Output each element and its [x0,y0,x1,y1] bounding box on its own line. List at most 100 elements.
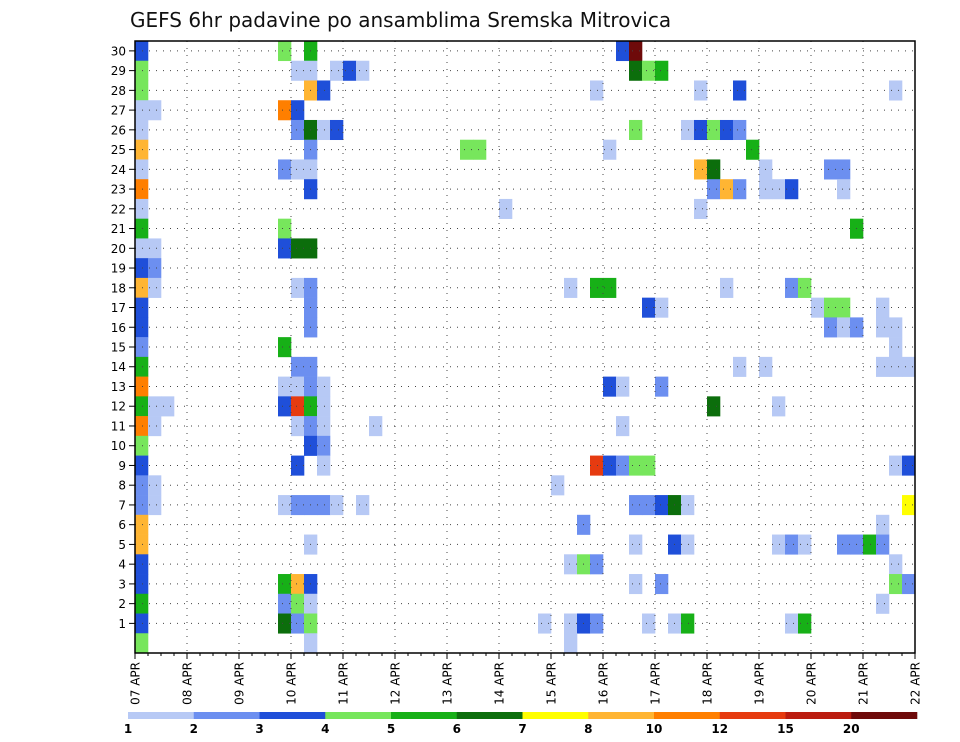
x-tick-label: 12 APR [389,662,403,705]
y-tick-label: 12 [111,400,126,414]
plot-frame [134,40,916,654]
heatmap-cell [720,119,734,141]
x-tick-label: 13 APR [441,662,455,705]
y-tick-label: 9 [118,459,126,473]
colorbar-label: 3 [255,722,263,736]
heatmap-cell [694,159,708,180]
heatmap-cell [317,119,331,141]
heatmap-cell [343,60,357,81]
y-tick-label: 13 [111,380,126,394]
heatmap-cell [785,534,799,555]
heatmap-cell [148,100,162,121]
heatmap-cell [772,396,786,417]
heatmap-cell [135,435,149,456]
y-tick-label: 1 [118,617,126,631]
heatmap-cell [590,277,604,298]
heatmap-cell [291,277,305,298]
heatmap-cell [135,376,149,397]
heatmap-cell [642,613,656,634]
heatmap-cell [785,277,799,298]
heatmap-cell [135,198,149,219]
y-tick-label: 24 [111,163,126,177]
heatmap-cell [278,159,292,180]
heatmap-cell [278,396,292,417]
heatmap-cell [798,277,812,298]
heatmap-cell [291,119,305,141]
heatmap-cell [707,119,721,141]
colorbar-swatch [851,712,918,719]
heatmap-cell [278,574,292,595]
heatmap-cell [824,317,838,338]
heatmap-cell [889,356,903,377]
heatmap-cell [616,376,630,397]
heatmap-cell [330,119,344,141]
y-tick-label: 8 [118,479,126,493]
y-tick-label: 2 [118,597,126,611]
heatmap-cell [278,218,292,239]
heatmap-cell [655,60,669,81]
y-tick-label: 22 [111,202,126,216]
heatmap-cell [876,593,890,614]
y-tick-label: 10 [111,439,126,453]
heatmap-cell [278,376,292,397]
heatmap-cell [603,277,617,298]
heatmap-cell [889,80,903,101]
y-tick-label: 14 [111,360,126,374]
x-tick-label: 11 APR [337,662,351,705]
heatmap-cell [135,475,149,496]
heatmap-cell [330,495,344,516]
heatmap-cell [733,80,747,101]
heatmap-cell [278,100,292,121]
heatmap-cell [629,495,643,516]
heatmap-cell [291,238,305,259]
colorbar-label: 1 [124,722,132,736]
heatmap-cell [720,179,734,200]
x-tick-label: 21 APR [857,662,871,705]
heatmap-cell [135,613,149,634]
heatmap-cell [135,159,149,180]
y-tick-label: 7 [118,498,126,512]
y-tick-label: 23 [111,183,126,197]
colorbar-swatch [719,712,786,719]
heatmap-cell [889,317,903,338]
heatmap-cell [889,574,903,595]
y-tick-label: 11 [111,419,126,433]
heatmap-cell [564,277,578,298]
heatmap-cell [863,534,877,555]
heatmap-cell [837,297,851,318]
heatmap-cell [824,159,838,180]
colorbar-swatch [193,712,260,719]
heatmap-cell [837,317,851,338]
y-tick-label: 18 [111,281,126,295]
heatmap-cell [616,416,630,437]
colorbar-swatch [391,712,458,719]
heatmap-cell [876,297,890,318]
heatmap-cell [837,159,851,180]
heatmap-cell [473,139,487,160]
y-tick-label: 17 [111,301,126,315]
heatmap-cell [629,60,643,81]
colorbar-swatch [785,712,852,719]
heatmap-cell [811,297,825,318]
x-tick-label: 14 APR [493,662,507,705]
heatmap-cell [629,119,643,141]
heatmap-cell [733,119,747,141]
heatmap-cell [278,593,292,614]
heatmap-cell [564,633,578,654]
x-tick-label: 09 APR [233,662,247,705]
heatmap-cell [278,41,292,62]
heatmap-cell [135,455,149,476]
heatmap-cell [603,376,617,397]
heatmap-cell [733,179,747,200]
heatmap-cell [590,455,604,476]
heatmap-cell [629,41,643,62]
heatmap-cell [785,179,799,200]
heatmap-cell [772,534,786,555]
y-tick-label: 3 [118,577,126,591]
heatmap-cell [356,60,370,81]
heatmap-cell [135,179,149,200]
colorbar-swatch [456,712,523,719]
y-tick-label: 20 [111,242,126,256]
y-tick-label: 15 [111,341,126,355]
